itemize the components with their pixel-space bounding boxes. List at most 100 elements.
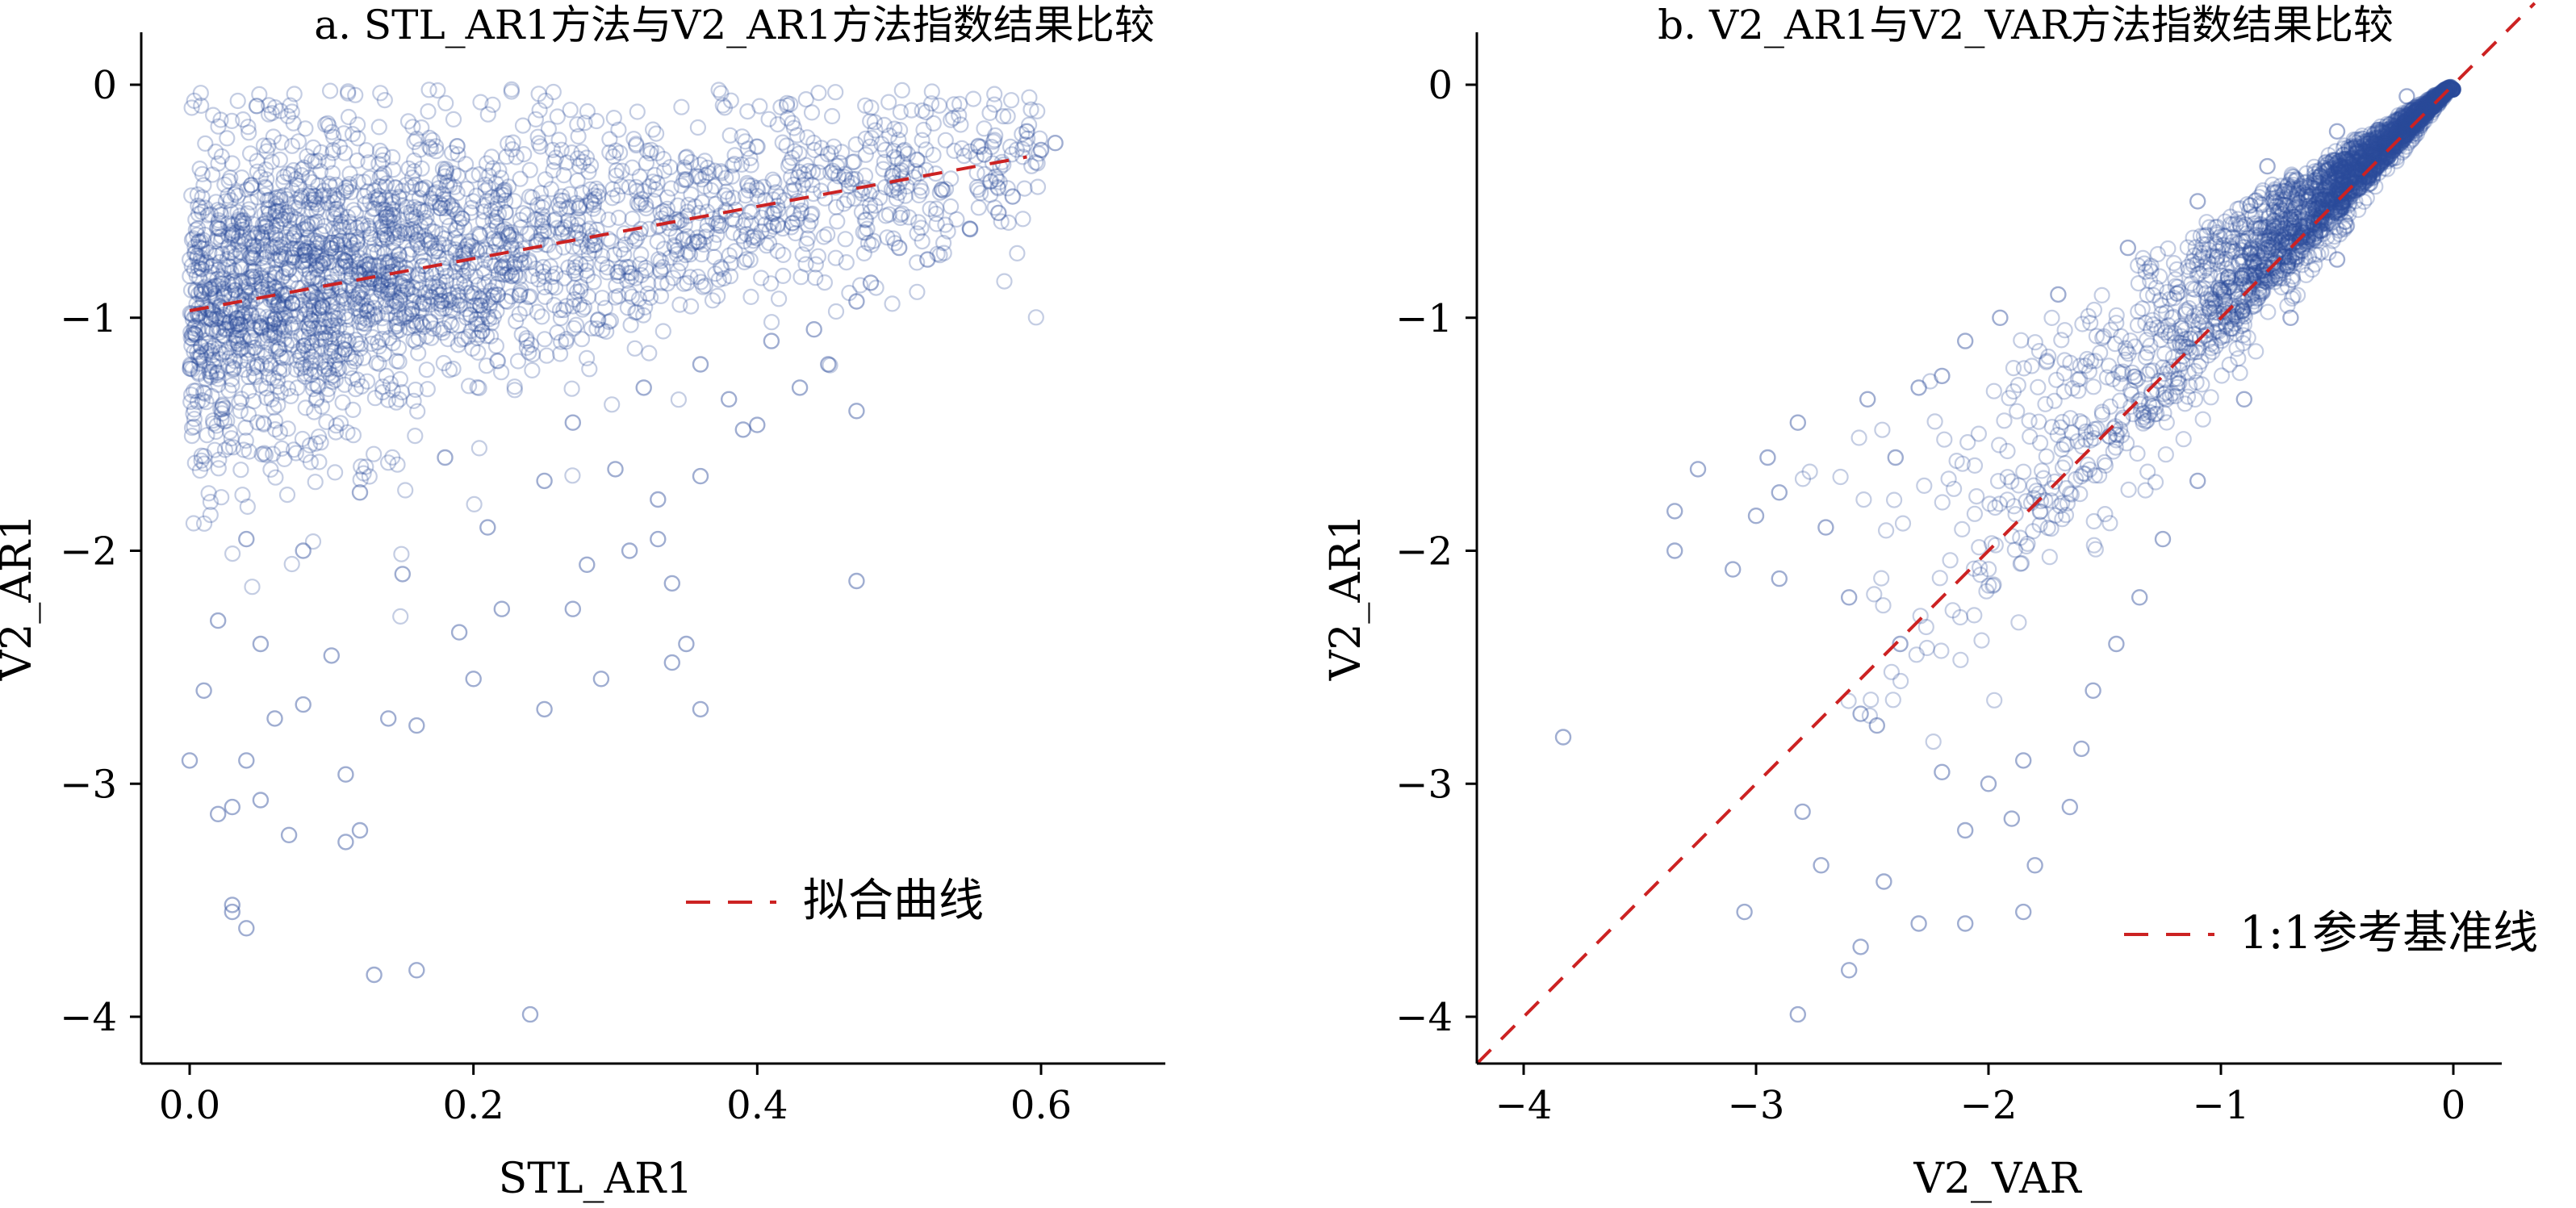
scatter-point	[408, 231, 425, 248]
scatter-point	[1840, 962, 1858, 979]
scatter-point	[314, 299, 331, 316]
scatter-point	[232, 353, 249, 370]
scatter-point	[863, 99, 880, 116]
scatter-point	[186, 344, 203, 361]
scatter-point	[308, 332, 325, 349]
scatter-point	[286, 253, 303, 270]
scatter-point	[420, 103, 437, 120]
scatter-point	[579, 102, 596, 120]
scatter-point	[309, 232, 326, 250]
scatter-point	[1956, 821, 1974, 839]
scatter-point	[405, 286, 423, 303]
scatter-point	[951, 95, 968, 112]
scatter-point	[320, 318, 337, 336]
scatter-point	[710, 215, 727, 232]
scatter-point	[607, 461, 624, 478]
scatter-point	[483, 189, 501, 206]
scatter-point	[210, 460, 227, 477]
scatter-point	[567, 223, 584, 240]
scatter-point	[2298, 178, 2315, 194]
scatter-point	[862, 138, 879, 155]
scatter-point	[433, 300, 450, 317]
scatter-point	[608, 162, 625, 179]
scatter-point	[512, 252, 529, 269]
scatter-point	[802, 207, 820, 224]
scatter-point	[262, 357, 279, 374]
scatter-point	[1874, 421, 1891, 438]
scatter-point	[828, 157, 846, 174]
scatter-point	[985, 133, 1002, 150]
panel-a-legend-label: 拟合曲线	[803, 875, 984, 927]
scatter-point	[195, 177, 212, 194]
scatter-point	[497, 204, 514, 221]
scatter-point	[961, 143, 978, 160]
scatter-point	[683, 153, 700, 171]
scatter-point	[193, 97, 210, 114]
scatter-point	[240, 119, 257, 136]
scatter-point	[183, 99, 200, 116]
scatter-point	[421, 296, 439, 313]
scatter-point	[245, 320, 261, 336]
x-tick-label: 0.0	[159, 1083, 220, 1128]
scatter-point	[804, 177, 821, 194]
scatter-point	[610, 121, 627, 138]
scatter-point	[412, 141, 429, 158]
scatter-point	[240, 369, 257, 386]
scatter-point	[2327, 169, 2344, 186]
scatter-point	[259, 308, 276, 325]
scatter-point	[228, 311, 245, 328]
scatter-point	[2370, 146, 2388, 163]
scatter-point	[243, 307, 260, 324]
scatter-point	[288, 223, 305, 240]
scatter-point	[413, 316, 431, 333]
scatter-point	[2119, 239, 2137, 257]
scatter-point	[377, 291, 394, 308]
scatter-point	[968, 148, 985, 165]
scatter-point	[734, 128, 751, 145]
scatter-point	[203, 363, 220, 380]
scatter-point	[2364, 132, 2381, 149]
scatter-point	[475, 203, 492, 220]
scatter-point	[295, 235, 312, 252]
scatter-point	[880, 94, 897, 111]
scatter-point	[208, 220, 225, 237]
scatter-point	[210, 212, 227, 229]
scatter-point	[213, 411, 230, 428]
scatter-point	[223, 245, 240, 261]
scatter-point	[624, 159, 641, 176]
scatter-point	[216, 285, 233, 302]
panel-a-y-label: V2_AR1	[0, 514, 41, 681]
scatter-point	[1952, 651, 1969, 668]
scatter-point	[261, 316, 278, 333]
scatter-point	[314, 255, 331, 272]
scatter-point	[349, 295, 366, 312]
scatter-point	[629, 103, 646, 120]
scatter-point	[186, 382, 203, 399]
scatter-point	[380, 710, 397, 727]
scatter-point	[500, 228, 517, 245]
scatter-point	[353, 458, 370, 475]
scatter-point	[970, 137, 987, 154]
scatter-point	[313, 248, 330, 265]
scatter-point	[217, 344, 235, 361]
scatter-point	[2328, 123, 2346, 140]
scatter-point	[2108, 635, 2125, 653]
scatter-point	[206, 338, 223, 355]
scatter-point	[376, 319, 394, 336]
scatter-point	[550, 196, 567, 213]
scatter-point	[794, 246, 811, 263]
scatter-point	[287, 445, 304, 462]
scatter-point	[211, 310, 228, 327]
scatter-point	[670, 391, 688, 408]
scatter-point	[215, 328, 232, 345]
scatter-point	[312, 256, 328, 273]
scatter-point	[422, 313, 439, 330]
scatter-point	[488, 209, 505, 226]
scatter-point	[275, 245, 293, 262]
scatter-point	[1009, 245, 1026, 261]
scatter-point	[249, 238, 266, 255]
scatter-point	[627, 178, 645, 195]
scatter-point	[483, 202, 500, 219]
scatter-point	[480, 274, 497, 291]
scatter-point	[2259, 157, 2276, 175]
